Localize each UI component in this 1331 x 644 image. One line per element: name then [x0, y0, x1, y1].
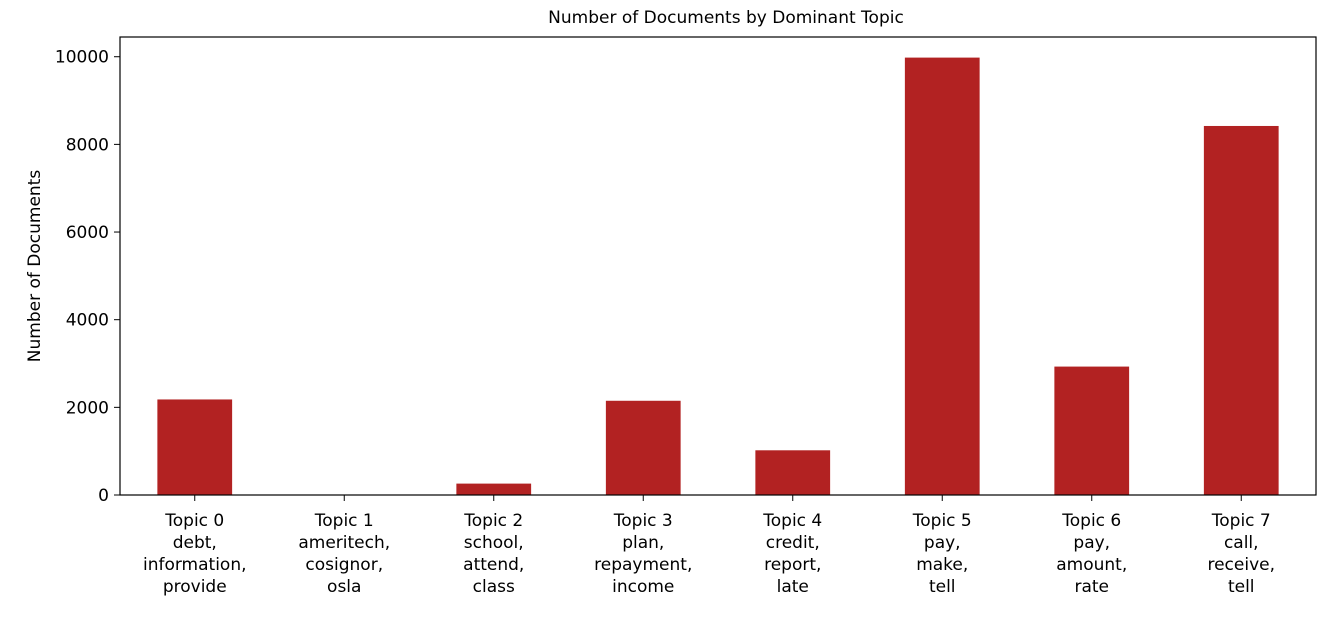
x-tick-label-line: tell	[929, 577, 956, 597]
x-tick-label-line: credit,	[766, 533, 820, 553]
x-tick-label: Topic 5 pay, make, tell	[912, 511, 972, 597]
x-tick-label-line: make,	[916, 555, 968, 575]
bar-topic-0	[157, 399, 233, 495]
chart-title: Number of Documents by Dominant Topic	[548, 8, 904, 28]
x-tick-label-line: amount,	[1056, 555, 1127, 575]
x-tick-label-line: Topic 2	[463, 511, 523, 531]
x-tick-label-line: attend,	[463, 555, 524, 575]
x-tick-label-line: Topic 5	[912, 511, 972, 531]
x-tick-label-line: osla	[327, 577, 361, 597]
bar-topic-2	[456, 483, 532, 495]
x-tick-label-line: income	[612, 577, 674, 597]
x-tick-label-line: class	[473, 577, 515, 597]
x-tick-label: Topic 2 school, attend, class	[463, 511, 524, 597]
y-tick-label: 8000	[66, 135, 109, 155]
x-tick-label-line: late	[777, 577, 809, 597]
y-tick-label: 0	[98, 486, 109, 506]
x-tick-label-line: debt,	[173, 533, 217, 553]
x-tick-label-line: Topic 6	[1061, 511, 1121, 531]
bar-topic-4	[755, 450, 831, 495]
x-tick-label-line: plan,	[622, 533, 664, 553]
x-tick-label-line: information,	[143, 555, 247, 575]
y-tick-label: 6000	[66, 223, 109, 243]
bar-topic-6	[1054, 366, 1130, 495]
y-tick-label: 10000	[55, 48, 109, 68]
x-tick-label: Topic 3 plan, repayment, income	[594, 511, 692, 597]
x-tick-label-line: Topic 1	[314, 511, 374, 531]
x-tick-label: Topic 6 pay, amount, rate	[1056, 511, 1127, 597]
y-tick-label: 4000	[66, 311, 109, 331]
x-tick-label-line: Topic 4	[762, 511, 822, 531]
y-tick-label: 2000	[66, 398, 109, 418]
x-tick-label-line: Topic 3	[613, 511, 673, 531]
x-tick-label-line: Topic 7	[1211, 511, 1271, 531]
y-axis-label: Number of Documents	[25, 170, 45, 363]
x-tick-label-line: report,	[764, 555, 821, 575]
x-tick-label-line: tell	[1228, 577, 1255, 597]
x-tick-label-line: rate	[1074, 577, 1109, 597]
bar-topic-3	[605, 400, 681, 495]
bar-topic-5	[904, 57, 980, 495]
x-tick-label-line: provide	[163, 577, 227, 597]
x-tick-label-line: Topic 0	[164, 511, 224, 531]
bar-topic-7	[1203, 125, 1279, 495]
x-tick-label-line: receive,	[1207, 555, 1275, 575]
x-tick-label-line: ameritech,	[298, 533, 390, 553]
y-axis: 0 2000 4000 6000 8000 10000	[55, 48, 120, 506]
x-tick-label-line: school,	[464, 533, 524, 553]
bars-group	[157, 57, 1279, 495]
x-tick-label: Topic 1 ameritech, cosignor, osla	[298, 511, 390, 597]
x-tick-label-line: repayment,	[594, 555, 692, 575]
x-tick-label-line: pay,	[1073, 533, 1110, 553]
x-tick-label-line: call,	[1224, 533, 1259, 553]
plot-frame	[119, 36, 1317, 496]
x-tick-label: Topic 7 call, receive, tell	[1207, 511, 1275, 597]
x-tick-label: Topic 0 debt, information, provide	[143, 511, 247, 597]
x-tick-label: Topic 4 credit, report, late	[762, 511, 822, 597]
x-tick-label-line: pay,	[924, 533, 961, 553]
x-tick-label-line: cosignor,	[305, 555, 383, 575]
